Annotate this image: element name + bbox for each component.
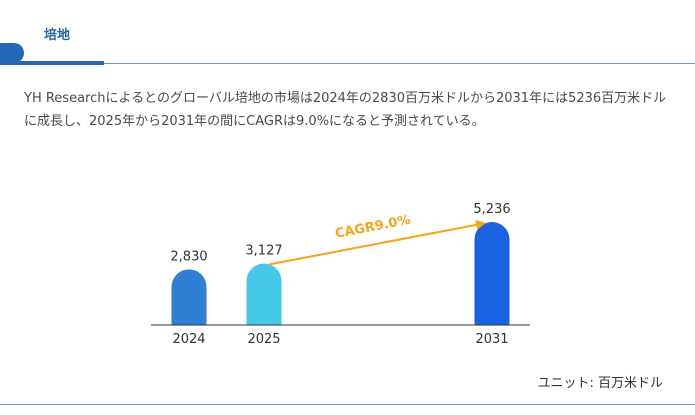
bar-2031 xyxy=(474,222,510,325)
description-text: YH Researchによるとのグローバル培地の市場は2024年の2830百万米… xyxy=(24,91,667,129)
footer-divider xyxy=(0,404,695,405)
header-underline xyxy=(0,61,104,65)
cagr-arrow-head xyxy=(475,219,486,230)
bar-2025 xyxy=(246,263,282,325)
unit-label: ユニット: 百万米ドル xyxy=(537,376,663,391)
header-tab-marker xyxy=(0,43,24,63)
cagr-label: CAGR9.0% xyxy=(334,213,412,242)
cagr-arrow-line xyxy=(268,223,477,266)
value-label-2024: 2,830 xyxy=(170,249,207,264)
header-divider xyxy=(104,63,695,64)
x-tick-label-2025: 2025 xyxy=(247,332,280,347)
tab-title: 培地 xyxy=(44,28,71,43)
value-label-2025: 3,127 xyxy=(245,243,282,258)
value-label-2031: 5,236 xyxy=(473,202,510,217)
bar-2024 xyxy=(171,269,207,325)
x-tick-label-2031: 2031 xyxy=(475,332,508,347)
x-tick-label-2024: 2024 xyxy=(172,332,205,347)
